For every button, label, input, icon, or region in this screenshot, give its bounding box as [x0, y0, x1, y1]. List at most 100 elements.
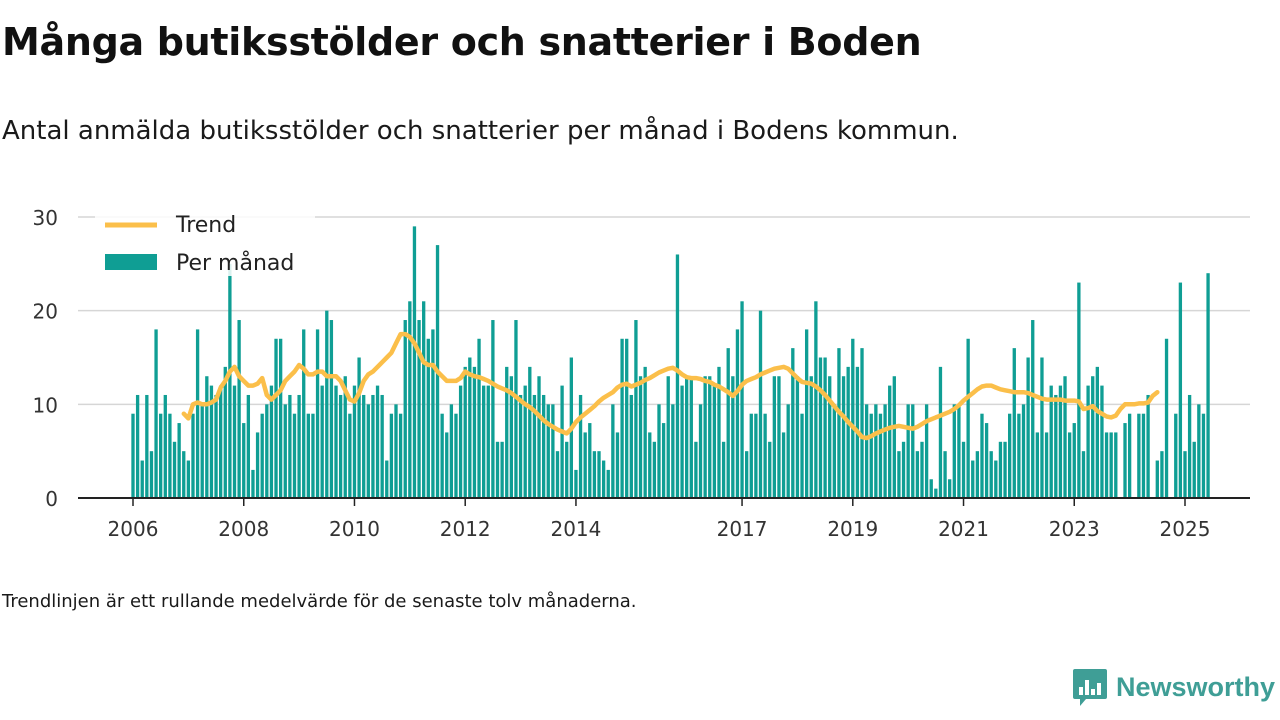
bar	[191, 413, 195, 498]
bar	[915, 451, 920, 498]
bar	[666, 376, 670, 498]
bar	[412, 226, 417, 498]
bars	[131, 226, 1210, 498]
brand-name: Newsworthy	[1116, 671, 1276, 702]
bar	[828, 376, 832, 498]
bar	[315, 329, 320, 498]
bar	[458, 385, 463, 498]
bar	[1095, 366, 1099, 498]
bar	[606, 469, 610, 498]
bar	[1141, 413, 1146, 498]
bar	[500, 441, 504, 498]
bar	[717, 366, 721, 498]
x-tick-label: 2012	[440, 517, 491, 541]
bar	[625, 338, 629, 498]
trend-line-group	[181, 331, 1160, 441]
brand[interactable]: Newsworthy	[1072, 666, 1275, 708]
bar	[292, 413, 297, 498]
bar	[482, 385, 486, 498]
bar	[546, 404, 550, 498]
bar	[901, 441, 906, 498]
bar	[131, 413, 135, 498]
bar	[1086, 385, 1090, 498]
bar	[694, 441, 698, 498]
bar	[168, 413, 172, 498]
bar	[565, 441, 569, 498]
bar	[592, 451, 597, 498]
bar	[948, 479, 952, 498]
bar	[1183, 451, 1187, 498]
bar	[846, 366, 850, 498]
bar	[685, 376, 689, 498]
bar	[680, 385, 684, 498]
bar	[195, 329, 200, 498]
bar	[615, 432, 620, 498]
bar	[578, 394, 583, 498]
bar	[1049, 385, 1053, 498]
bar	[745, 451, 749, 498]
bar	[242, 423, 246, 498]
bar	[177, 423, 181, 498]
bar	[648, 432, 652, 498]
y-tick-label: 0	[45, 487, 58, 511]
bar	[1021, 404, 1026, 498]
bar	[768, 441, 772, 498]
bar	[1178, 282, 1183, 498]
bar	[689, 376, 693, 498]
bar	[514, 320, 518, 498]
bar	[334, 385, 338, 498]
bar	[223, 366, 227, 498]
bar	[518, 394, 523, 498]
x-tick-label: 2019	[827, 517, 878, 541]
bar	[560, 385, 564, 498]
bar	[864, 404, 869, 498]
bar	[306, 413, 310, 498]
legend-bar-label: Per månad	[176, 250, 294, 276]
bar	[897, 451, 901, 498]
bar	[675, 254, 680, 498]
bar	[772, 376, 777, 498]
bar	[1123, 423, 1127, 498]
bar	[389, 413, 394, 498]
bar	[708, 376, 712, 498]
bar	[394, 404, 398, 498]
bar	[505, 366, 509, 498]
bar	[1063, 376, 1067, 498]
bar	[1091, 376, 1095, 498]
bar	[703, 376, 707, 498]
bar	[278, 338, 283, 498]
bar	[237, 320, 241, 498]
bar	[1044, 432, 1049, 498]
bar	[398, 413, 403, 498]
bar	[140, 460, 144, 498]
x-tick-label: 2025	[1160, 517, 1211, 541]
bar	[232, 385, 237, 498]
bar	[671, 404, 675, 498]
x-tick-label: 2017	[717, 517, 768, 541]
bar	[417, 320, 421, 498]
newsworthy-logo-icon	[1073, 669, 1107, 706]
bar	[311, 413, 315, 498]
bar	[735, 329, 740, 498]
bar	[440, 413, 444, 498]
bar	[749, 413, 753, 498]
bar	[786, 404, 790, 498]
bar	[1174, 413, 1178, 498]
bar	[468, 357, 472, 498]
bar	[325, 310, 329, 498]
bar	[219, 385, 223, 498]
bar	[163, 394, 167, 498]
bar	[758, 310, 763, 498]
bar	[832, 404, 836, 498]
bar	[731, 376, 735, 498]
bar	[380, 394, 384, 498]
bar	[1100, 385, 1104, 498]
bar	[1187, 394, 1192, 498]
bar	[445, 432, 449, 498]
bar	[961, 441, 966, 498]
chart-subtitle: Antal anmälda butiksstölder och snatteri…	[2, 116, 959, 146]
bar	[588, 423, 592, 498]
bar	[431, 329, 435, 498]
bar	[652, 441, 657, 498]
bar	[274, 338, 278, 498]
